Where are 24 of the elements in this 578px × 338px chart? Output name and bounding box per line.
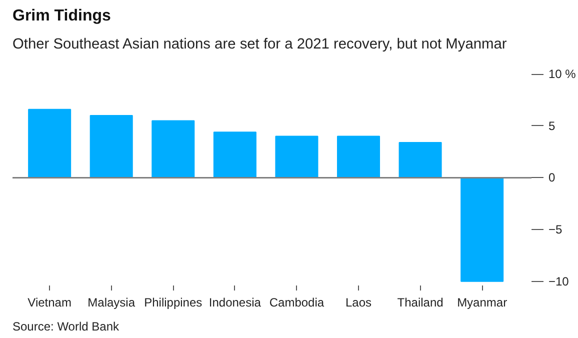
bar (213, 132, 256, 178)
chart-subtitle: Other Southeast Asian nations are set for a 2021 recovery, but not Myanmar (12, 36, 507, 52)
bar (90, 115, 133, 178)
bar (336, 136, 380, 178)
x-tick-label: Vietnam (28, 296, 72, 310)
bar (460, 177, 504, 282)
y-tick-label: 0 (548, 170, 556, 185)
x-tick-label: Myanmar (457, 296, 508, 310)
y-tick-label: −5 (548, 222, 563, 237)
x-tick-label: Laos (345, 296, 372, 310)
chart-title: Grim Tidings (12, 8, 111, 24)
x-tick-label: Malaysia (88, 296, 136, 310)
bar (28, 108, 72, 178)
bar (398, 142, 442, 178)
y-tick-label: −10 (548, 274, 570, 288)
y-tick-label: 5 (548, 118, 556, 133)
bar (275, 136, 318, 178)
x-tick-label: Indonesia (208, 296, 262, 310)
x-tick-label: Cambodia (269, 296, 324, 310)
y-tick-label: 10 % (548, 67, 576, 82)
bar (152, 120, 195, 178)
source-note: Source: World Bank (12, 320, 120, 334)
x-tick-label: Philippines (144, 296, 202, 310)
x-tick-label: Thailand (397, 296, 444, 310)
